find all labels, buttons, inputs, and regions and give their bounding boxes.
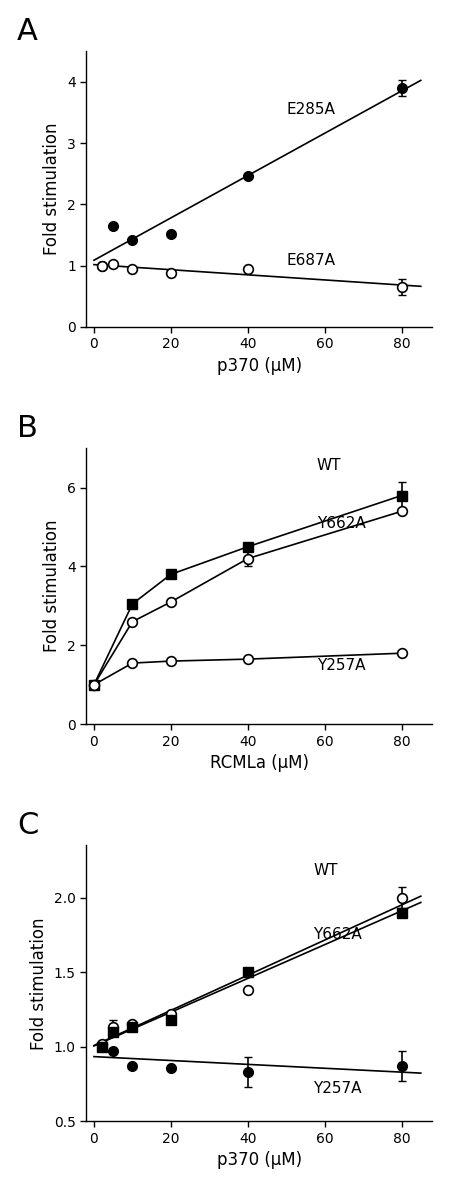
X-axis label: RCMLa (μM): RCMLa (μM) bbox=[210, 754, 309, 772]
Text: A: A bbox=[17, 17, 38, 45]
Text: WT: WT bbox=[317, 459, 342, 473]
Text: WT: WT bbox=[313, 863, 338, 879]
X-axis label: p370 (μM): p370 (μM) bbox=[217, 1152, 302, 1169]
Text: B: B bbox=[17, 414, 38, 442]
Text: Y257A: Y257A bbox=[317, 657, 365, 672]
Y-axis label: Fold stimulation: Fold stimulation bbox=[44, 519, 62, 652]
Y-axis label: Fold stimulation: Fold stimulation bbox=[44, 123, 62, 255]
Text: C: C bbox=[17, 811, 39, 840]
Text: E285A: E285A bbox=[286, 102, 335, 116]
Text: Y662A: Y662A bbox=[317, 516, 366, 530]
Text: Y257A: Y257A bbox=[313, 1082, 361, 1096]
Text: Y662A: Y662A bbox=[313, 927, 362, 943]
Y-axis label: Fold stimulation: Fold stimulation bbox=[30, 917, 48, 1050]
X-axis label: p370 (μM): p370 (μM) bbox=[217, 357, 302, 375]
Text: E687A: E687A bbox=[286, 254, 335, 268]
